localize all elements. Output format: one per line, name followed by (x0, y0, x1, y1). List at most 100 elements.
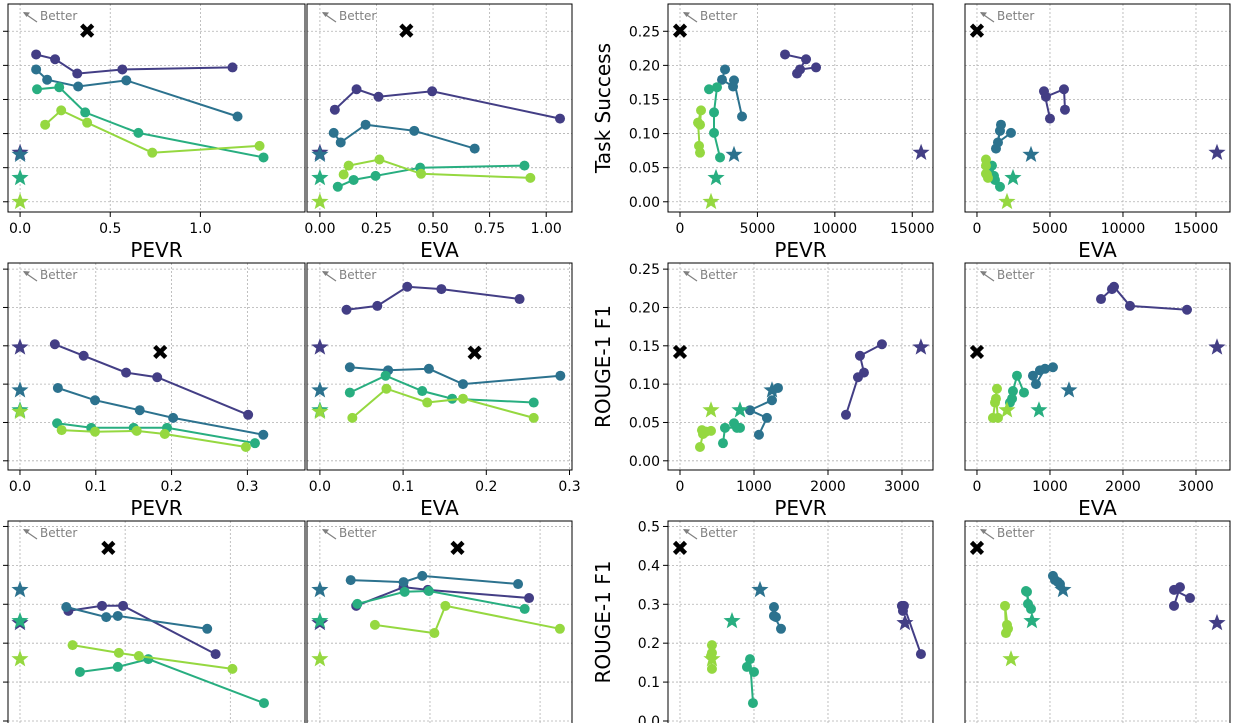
data-point (143, 654, 154, 665)
y-tick-label: 0.05 (629, 415, 660, 431)
reference-marker (153, 344, 168, 360)
data-point (373, 91, 384, 102)
data-point (417, 386, 428, 397)
panel: 0.0 0.1 0.2 0.3 0.4 0.5 ROUGE-1 F1 Better (591, 519, 934, 723)
data-point (990, 393, 1001, 404)
panel-frame (964, 3, 1231, 213)
data-point (56, 105, 67, 116)
data-point (338, 169, 349, 180)
series-line (357, 589, 525, 610)
star-point (11, 402, 29, 419)
panel-frame (964, 262, 1231, 471)
y-axis-label: Task Success (591, 43, 615, 174)
data-point (258, 152, 269, 163)
data-point (101, 612, 112, 623)
x-tick-label: 10000 (1101, 221, 1146, 237)
data-point (381, 383, 392, 394)
series-line (61, 429, 247, 448)
x-tick-label: 0 (676, 479, 685, 495)
star-point (1022, 145, 1040, 162)
star-point (311, 145, 329, 162)
y-tick-label: 0.10 (629, 377, 660, 393)
x-tick-label: 0.2 (475, 479, 497, 495)
star-point (11, 381, 29, 398)
data-point (423, 586, 434, 597)
series-line (708, 85, 721, 158)
x-axis-label: EVA (1078, 238, 1117, 262)
x-tick-label: 2000 (1105, 479, 1141, 495)
x-tick-label: 1.0 (189, 221, 211, 237)
data-point (1047, 362, 1058, 373)
data-point (735, 422, 746, 433)
data-point (133, 651, 144, 662)
star-point (11, 650, 29, 667)
data-point (519, 160, 530, 171)
data-point (227, 663, 238, 674)
star-point (311, 192, 329, 210)
data-point (422, 397, 433, 408)
panel: 0.0 0.1 0.2 0.3 PEVR Better (3, 262, 306, 520)
data-point (729, 75, 740, 86)
star-point (311, 612, 329, 629)
data-point (801, 54, 812, 65)
data-point (56, 425, 67, 436)
data-point (1007, 386, 1018, 397)
star-point (11, 612, 29, 629)
data-point (49, 339, 60, 350)
data-point (90, 426, 101, 437)
data-point (1124, 300, 1135, 311)
data-point (555, 370, 566, 381)
data-point (519, 603, 530, 614)
data-point (121, 75, 132, 86)
data-point (72, 68, 83, 79)
data-point (1000, 600, 1011, 611)
star-point (11, 192, 29, 210)
star-point (731, 401, 749, 418)
reference-marker (672, 23, 688, 38)
x-tick-label: 0.0 (9, 221, 31, 237)
y-tick-label: 0.5 (638, 519, 660, 535)
data-point (1106, 284, 1117, 295)
star-point (998, 192, 1016, 210)
data-point (854, 350, 865, 361)
reference-marker (969, 23, 985, 38)
reference-marker (672, 540, 688, 555)
data-point (61, 601, 72, 612)
y-axis-label: ROUGE-1 F1 (591, 305, 615, 428)
data-point (328, 127, 339, 138)
data-point (458, 379, 469, 390)
series-line (79, 658, 265, 705)
data-point (554, 623, 565, 634)
star-point (998, 401, 1016, 418)
data-point (409, 125, 420, 136)
data-point (980, 154, 991, 165)
reference-marker (969, 540, 985, 555)
x-tick-label: 15000 (1174, 221, 1219, 237)
star-point (11, 168, 29, 186)
data-point (1044, 113, 1055, 124)
data-point (717, 74, 728, 85)
panel-frame (667, 520, 934, 723)
annotation: Better (339, 268, 376, 282)
series-line (334, 88, 561, 120)
better-arrowhead (23, 12, 30, 17)
better-arrowhead (683, 12, 690, 17)
data-point (768, 610, 779, 621)
x-tick-label: 3000 (884, 479, 920, 495)
data-point (152, 372, 163, 383)
data-point (240, 442, 251, 452)
data-point (1182, 304, 1193, 315)
data-point (341, 304, 352, 315)
data-point (243, 409, 254, 420)
better-arrowhead (23, 271, 30, 276)
x-tick-label: 1.00 (531, 221, 562, 237)
series-line (355, 586, 530, 607)
data-point (709, 107, 720, 118)
data-point (335, 137, 346, 148)
data-point (747, 698, 758, 709)
x-tick-label: 0.00 (304, 221, 335, 237)
data-point (693, 117, 704, 128)
data-point (1030, 379, 1041, 390)
data-point (776, 623, 787, 634)
annotation: Better (700, 526, 737, 540)
